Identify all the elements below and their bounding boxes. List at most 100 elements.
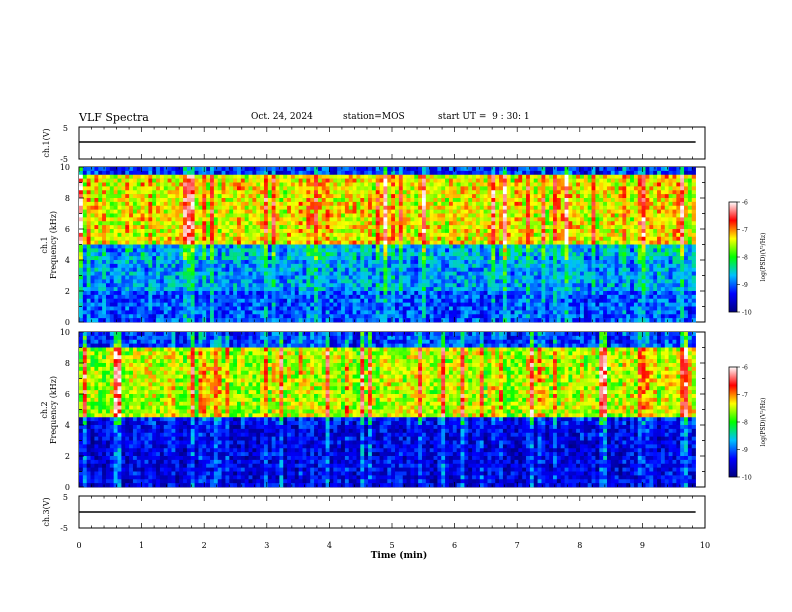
spectrogram-cell [483, 213, 488, 218]
spectrogram-cell [144, 294, 149, 300]
spectrogram-cell [79, 205, 84, 210]
spectrogram-cell [221, 279, 226, 284]
spectrogram-cell [152, 271, 157, 276]
spectrogram-cell [298, 318, 303, 323]
spectrogram-cell [136, 186, 141, 191]
spectrogram-cell [529, 236, 535, 241]
spectrogram-cell [341, 244, 346, 249]
spectrogram-cell [526, 225, 531, 230]
spectrogram-cell [117, 174, 122, 179]
spectrogram-cell [129, 279, 134, 284]
spectrogram-cell [487, 263, 492, 269]
spectrogram-cell [152, 256, 157, 261]
spectrogram-cell [410, 194, 415, 199]
spectrogram-cell [233, 182, 238, 187]
spectrogram-cell [360, 314, 365, 319]
spectrogram-cell [410, 306, 415, 311]
spectrogram-cell [460, 271, 465, 276]
spectrogram-cell [506, 271, 511, 276]
spectrogram-cell [90, 190, 95, 195]
spectrogram-cell [244, 236, 249, 241]
spectrogram-cell [421, 205, 427, 210]
spectrogram-cell [179, 205, 184, 210]
spectrogram-cell [414, 310, 419, 315]
spectrogram-cell [140, 287, 145, 292]
spectrogram-cell [483, 232, 488, 238]
spectrogram-cell [464, 318, 469, 323]
spectrogram-cell [225, 306, 230, 311]
spectrogram-cell [290, 194, 296, 199]
spectrogram-cell [387, 198, 392, 203]
spectrogram-cell [102, 291, 107, 296]
spectrogram-cell [159, 205, 165, 210]
spectrogram-cell [183, 209, 188, 214]
spectrogram-cell [221, 263, 226, 269]
spectrogram-cell [267, 182, 272, 187]
spectrogram-cell [113, 209, 118, 214]
spectrogram-cell [379, 318, 384, 323]
spectrogram-cell [479, 314, 484, 319]
spectrogram-cell [333, 263, 338, 269]
spectrogram-cell [348, 306, 353, 311]
spectrogram-cell [344, 201, 350, 207]
spectrogram-cell [98, 201, 103, 207]
spectrogram-cell [402, 240, 407, 245]
spectrogram-cell [167, 167, 172, 172]
spectrogram-cell [475, 244, 481, 249]
spectrogram-cell [221, 275, 226, 280]
spectrogram-cell [433, 232, 438, 238]
spectrogram-cell [398, 252, 404, 257]
spectrogram-cell [148, 263, 153, 269]
spectrogram-cell [113, 314, 118, 319]
spectrogram-cell [210, 279, 215, 284]
spectrogram-cell [90, 275, 95, 280]
spectrogram-cell [414, 275, 419, 280]
spectrogram-cell [406, 174, 411, 179]
spectrogram-cell [364, 182, 369, 187]
spectrogram-cell [148, 302, 153, 307]
spectrogram-cell [541, 298, 546, 303]
spectrogram-cell [398, 310, 404, 315]
spectrogram-cell [86, 314, 91, 319]
spectrogram-cell [113, 267, 118, 272]
spectrogram-cell [144, 229, 149, 234]
spectrogram-cell [237, 267, 242, 272]
spectrogram-cell [344, 314, 350, 319]
spectrogram-cell [368, 232, 373, 238]
spectrogram-cell [298, 314, 303, 319]
spectrogram-cell [221, 178, 226, 183]
spectrogram-cell [86, 201, 91, 207]
spectrogram-cell [210, 252, 215, 257]
spectrogram-cell [105, 236, 111, 241]
spectrogram-cell [225, 186, 230, 191]
spectrogram-cell [410, 209, 415, 214]
spectrogram-cell [298, 225, 303, 230]
spectrogram-cell [410, 302, 415, 307]
spectrogram-cell [391, 298, 396, 303]
spectrogram-cell [464, 314, 469, 319]
spectrogram-cell [418, 178, 423, 183]
spectrogram-cell [102, 302, 107, 307]
spectrogram-cell [129, 232, 134, 238]
spectrogram-cell [213, 248, 219, 253]
spectrogram-cell [375, 217, 380, 222]
spectrogram-cell [472, 213, 477, 218]
spectrogram-cell [117, 318, 122, 323]
spectrogram-cell [260, 318, 265, 323]
spectrogram-cell [217, 248, 222, 253]
spectrogram-cell [256, 174, 261, 179]
spectrogram-cell [344, 263, 350, 269]
spectrogram-cell [472, 217, 477, 222]
spectrogram-cell [464, 302, 469, 307]
spectrogram-cell [352, 287, 357, 292]
spectrogram-cell [113, 252, 118, 257]
spectrogram-cell [371, 310, 377, 315]
spectrogram-cell [279, 213, 284, 218]
spectrogram-cell [159, 252, 165, 257]
spectrogram-cell [186, 201, 192, 207]
spectrogram-cell [217, 217, 222, 222]
spectrogram-cell [167, 194, 172, 199]
spectrogram-cell [387, 186, 392, 191]
spectrogram-cell [344, 186, 350, 191]
spectrogram-cell [402, 287, 407, 292]
